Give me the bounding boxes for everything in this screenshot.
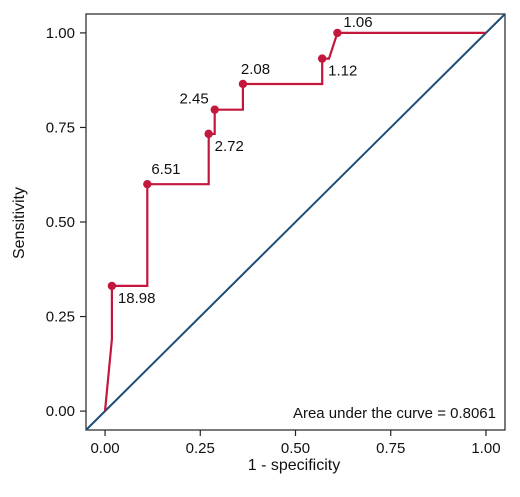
cutpoint-marker — [333, 28, 342, 38]
auc-annotation: Area under the curve = 0.8061 — [293, 405, 496, 422]
cutpoint-label: 2.45 — [180, 91, 209, 108]
y-tick-label: 1.00 — [46, 25, 75, 42]
cutpoint-marker — [317, 54, 327, 63]
x-tick-label: 0.00 — [90, 440, 119, 457]
x-tick-label: 0.75 — [376, 440, 405, 457]
cutpoint-marker — [238, 79, 248, 89]
cutpoint-marker — [143, 179, 152, 189]
y-axis-title: Sensitivity — [11, 187, 28, 259]
y-tick-label: 0.50 — [46, 214, 75, 231]
x-axis-title: 1 - specificity — [248, 457, 340, 474]
cutpoint-marker — [210, 105, 219, 114]
y-tick-label: 0.00 — [46, 403, 75, 420]
cutpoint-marker — [107, 281, 117, 291]
x-tick-label: 0.50 — [281, 440, 310, 457]
x-tick-label: 1.00 — [471, 440, 500, 457]
cutpoint-label: 1.12 — [328, 63, 357, 80]
y-tick-label: 0.25 — [46, 309, 75, 326]
y-tick-label: 0.75 — [46, 119, 75, 136]
cutpoint-label: 2.08 — [241, 61, 270, 78]
cutpoint-label: 6.51 — [151, 161, 180, 178]
x-tick-label: 0.25 — [186, 440, 215, 457]
reference-line — [85, 13, 506, 431]
cutpoint-label: 2.72 — [215, 138, 244, 155]
cutpoint-label: 1.06 — [343, 14, 372, 31]
cutpoint-marker — [204, 129, 213, 139]
cutpoint-label: 18.98 — [118, 290, 156, 307]
